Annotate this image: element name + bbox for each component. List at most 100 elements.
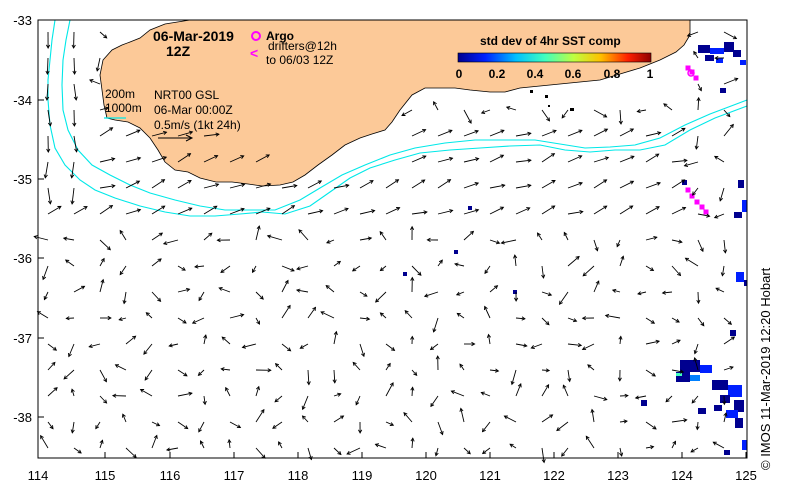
current-vector (71, 161, 75, 178)
current-vector (140, 389, 153, 397)
current-vector (99, 239, 111, 251)
current-vector (437, 129, 453, 137)
current-vector-head (266, 207, 271, 212)
current-vector-head (545, 321, 550, 326)
current-vector-head (617, 377, 622, 382)
current-vector (177, 265, 186, 271)
current-vector-head (675, 318, 680, 323)
current-vector-head (367, 236, 373, 241)
current-vector-head (698, 87, 702, 92)
current-vector-head (162, 130, 168, 135)
current-vector (359, 317, 370, 320)
current-vector-head (298, 229, 303, 234)
current-vector-head (503, 415, 508, 420)
current-vector-head (699, 247, 704, 253)
current-vector (671, 207, 686, 215)
current-vector (125, 180, 140, 189)
current-vector-head (495, 368, 500, 373)
current-vector (509, 443, 517, 449)
current-vector (229, 208, 245, 215)
current-vector-head (73, 96, 78, 101)
current-vector (411, 369, 418, 376)
current-vector-head (729, 123, 734, 129)
current-vector-head (53, 387, 58, 392)
current-vector-head (686, 32, 692, 37)
current-vector (177, 421, 188, 429)
current-vector (411, 265, 422, 276)
current-vector (296, 265, 309, 270)
current-vector (96, 57, 101, 71)
current-vector (143, 343, 153, 355)
current-vector (645, 182, 661, 189)
current-vector-head (561, 114, 566, 119)
current-vector-head (471, 341, 476, 347)
current-vector-head (240, 313, 245, 318)
current-vector-head (227, 438, 232, 444)
current-vector (437, 209, 453, 215)
current-vector-head (481, 428, 486, 433)
current-vector (714, 156, 725, 163)
current-vector (298, 229, 309, 241)
current-vector (619, 109, 622, 125)
current-vector-head (394, 179, 400, 184)
current-vector (43, 291, 49, 300)
current-vector (619, 420, 628, 423)
current-vector (645, 369, 656, 377)
current-vector (723, 336, 735, 345)
current-vector (411, 211, 427, 215)
current-vector (561, 109, 569, 119)
current-vector (645, 265, 654, 271)
current-vector-head (657, 131, 662, 136)
current-vector (489, 369, 499, 372)
current-vector (333, 331, 337, 345)
current-vector-head (410, 225, 415, 231)
current-vector-head (118, 317, 123, 322)
current-vector-head (375, 298, 380, 303)
current-vector-head (691, 399, 696, 404)
current-vector (352, 265, 361, 272)
current-vector (671, 317, 680, 323)
current-vector-head (410, 386, 415, 391)
current-vector-head (119, 229, 124, 235)
current-vector-head (693, 356, 698, 362)
current-vector-head (637, 291, 642, 296)
argo-legend: Argo < drifters@12h to 06/03 12Z (250, 29, 337, 67)
current-vector-head (449, 209, 454, 214)
current-vector-head (43, 174, 48, 179)
current-vector-head (181, 266, 186, 271)
current-vector-head (202, 400, 207, 406)
current-vector (463, 109, 472, 124)
current-vector (278, 441, 283, 449)
current-vector-head (683, 162, 689, 168)
current-vector (693, 51, 699, 59)
current-vector-head (581, 316, 587, 321)
current-vector (411, 155, 426, 163)
current-vector (665, 395, 673, 403)
current-vector (489, 206, 504, 215)
imos-credit: © IMOS 11-Mar-2019 12:20 Hobart (758, 267, 773, 470)
current-vector (200, 440, 205, 449)
current-vector-head (676, 339, 681, 344)
current-vector (47, 109, 51, 126)
y-tick-label: -35 (13, 172, 32, 187)
current-vector (385, 421, 394, 426)
current-vector (562, 385, 569, 397)
current-vector-head (108, 204, 114, 209)
current-vector (125, 447, 137, 458)
current-vector-head (95, 67, 100, 72)
current-vector-head (107, 315, 112, 321)
current-vector-head (371, 209, 376, 214)
current-vector-head (649, 267, 655, 271)
current-vector (715, 287, 725, 293)
current-vector (697, 239, 704, 252)
current-vector-head (603, 113, 608, 118)
current-vector-head (577, 343, 583, 348)
current-vector-head (47, 122, 53, 127)
current-vector (645, 317, 655, 324)
current-vector (567, 256, 580, 267)
current-vector (221, 336, 231, 345)
current-vector (359, 180, 374, 189)
current-vector-head (683, 418, 688, 423)
current-vector-head (469, 230, 475, 235)
current-vector (46, 83, 49, 101)
